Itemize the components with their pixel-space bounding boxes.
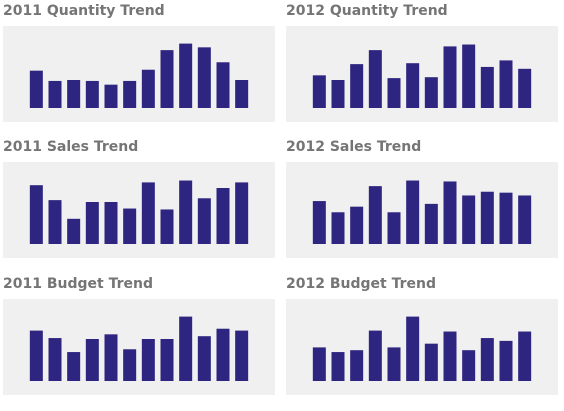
bar	[235, 330, 249, 381]
bar	[141, 339, 155, 381]
chart-title: 2012 Budget Trend	[286, 276, 436, 292]
bar	[368, 186, 382, 244]
bar	[29, 70, 43, 108]
bar	[443, 181, 457, 244]
bar	[387, 78, 401, 108]
bar	[406, 316, 420, 381]
bar-chart-2012-quantity	[312, 44, 532, 108]
bar	[424, 203, 438, 244]
bar-chart-2011-sales	[29, 180, 249, 244]
bar	[462, 350, 476, 381]
bar	[197, 336, 211, 381]
bar	[480, 338, 494, 381]
bar	[499, 192, 513, 244]
bar	[443, 46, 457, 108]
bar	[104, 202, 118, 244]
chart-title: 2012 Sales Trend	[286, 139, 422, 155]
bar	[350, 350, 364, 381]
bar-chart-2012-sales	[312, 180, 532, 244]
bar	[331, 80, 345, 108]
chart-title: 2012 Quantity Trend	[286, 3, 448, 19]
bar	[85, 202, 99, 244]
bar	[104, 334, 118, 381]
bar	[216, 62, 230, 108]
chart-title: 2011 Quantity Trend	[3, 3, 165, 19]
bar	[85, 339, 99, 381]
bar	[350, 64, 364, 108]
bar-chart-2011-quantity	[29, 43, 249, 108]
bar	[141, 69, 155, 108]
bar	[518, 68, 532, 108]
chart-title: 2011 Sales Trend	[3, 139, 139, 155]
bar	[462, 44, 476, 108]
bar	[312, 75, 326, 108]
bar	[387, 347, 401, 381]
chart-panel	[3, 299, 275, 395]
bar	[48, 80, 62, 108]
chart-panel	[286, 26, 558, 122]
bar	[312, 201, 326, 244]
bar	[443, 331, 457, 381]
bar	[368, 50, 382, 108]
bar	[462, 195, 476, 244]
bar	[160, 209, 174, 244]
bar	[197, 47, 211, 108]
bar	[29, 330, 43, 381]
bar	[480, 66, 494, 108]
bar	[123, 349, 137, 381]
bar	[48, 200, 62, 244]
bar	[179, 180, 193, 244]
bar	[216, 188, 230, 244]
bar	[331, 352, 345, 381]
bar	[235, 80, 249, 108]
bar	[312, 347, 326, 381]
bar	[67, 352, 81, 381]
bar	[179, 316, 193, 381]
bar	[235, 182, 249, 244]
bar	[424, 77, 438, 108]
bar	[197, 198, 211, 244]
bar	[160, 339, 174, 381]
bar	[104, 84, 118, 108]
bar	[499, 60, 513, 108]
bar	[29, 185, 43, 244]
bar	[518, 195, 532, 244]
bar	[387, 212, 401, 244]
bar	[331, 212, 345, 244]
bar-chart-2012-budget	[312, 316, 532, 381]
bar	[160, 50, 174, 108]
bar	[141, 182, 155, 244]
bar-chart-2011-budget	[29, 316, 249, 381]
bar	[368, 330, 382, 381]
bar	[406, 180, 420, 244]
chart-panel	[3, 162, 275, 258]
bar	[499, 340, 513, 381]
chart-panel	[3, 26, 275, 122]
bar	[67, 218, 81, 244]
bar	[123, 80, 137, 108]
bar	[406, 63, 420, 108]
bar	[216, 328, 230, 381]
chart-title: 2011 Budget Trend	[3, 276, 153, 292]
bar	[123, 208, 137, 244]
bar	[424, 343, 438, 381]
chart-panel	[286, 162, 558, 258]
chart-panel	[286, 299, 558, 395]
bar	[179, 43, 193, 108]
bar	[480, 191, 494, 244]
bar	[48, 338, 62, 381]
bar	[67, 80, 81, 108]
bar	[85, 80, 99, 108]
bar	[518, 331, 532, 381]
bar	[350, 206, 364, 244]
